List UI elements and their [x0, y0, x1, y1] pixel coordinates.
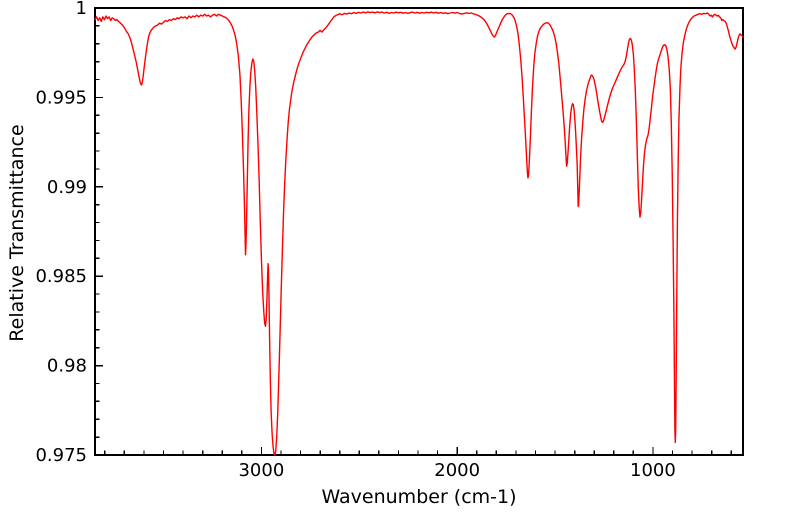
y-tick-label: 0.985 [35, 266, 87, 287]
x-tick-label: 1000 [630, 460, 676, 481]
y-tick-label: 1 [76, 0, 87, 19]
x-tick-label: 2000 [434, 460, 480, 481]
y-tick-label: 0.995 [35, 87, 87, 108]
y-tick-label: 0.975 [35, 445, 87, 466]
x-tick-label: 3000 [238, 460, 284, 481]
y-tick-label: 0.98 [47, 356, 87, 377]
y-axis-title: Relative Transmittance [6, 124, 28, 342]
plot-area-border [94, 7, 744, 456]
x-axis-title: Wavenumber (cm-1) [321, 486, 517, 508]
y-tick-label: 0.99 [47, 177, 87, 198]
axis-tick-labels: 3000 2000 1000 1 0.995 0.99 0.985 0.98 0.975 [35, 0, 675, 481]
spectrum-curve [94, 11, 744, 456]
